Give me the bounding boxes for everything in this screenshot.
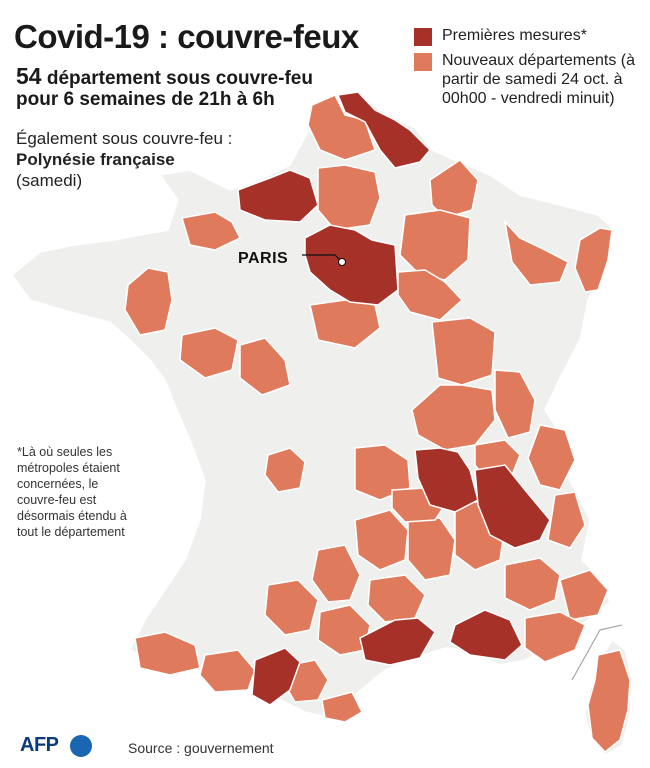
dept-alpes-maritimes: [524, 611, 586, 663]
dept-cantal: [407, 517, 456, 581]
dept-isere: [474, 464, 551, 549]
legend: Premières mesures* Nouveaux départements…: [414, 26, 644, 114]
legend-swatch-new: [414, 53, 432, 71]
dept-east-1: [399, 209, 471, 281]
dept-aube: [397, 269, 464, 321]
dept-somme: [317, 164, 381, 231]
dept-lot: [264, 579, 319, 636]
dept-indre-loire: [239, 337, 291, 396]
dept-isere-south: [504, 557, 561, 611]
legend-item-first: Premières mesures*: [414, 26, 644, 46]
dept-nord-west: [307, 94, 376, 161]
also-place: Polynésie française: [16, 150, 175, 169]
footnote: *Là où seules les métropoles étaient con…: [17, 445, 127, 539]
new-departments: [124, 94, 631, 754]
paris-dot: [338, 258, 346, 266]
paris-label: PARIS: [238, 250, 289, 267]
dept-marne: [429, 159, 479, 219]
subtitle: 54 département sous couvre-feu pour 6 se…: [16, 63, 346, 111]
dept-meurthe: [503, 219, 569, 286]
dept-saone: [411, 384, 496, 451]
subtitle-line2: pour 6 semaines de 21h à 6h: [16, 89, 275, 110]
dept-landes: [134, 631, 201, 676]
dept-savoie: [527, 424, 576, 491]
dept-doubs: [494, 369, 536, 439]
dept-haute-vienne: [264, 447, 306, 493]
afp-logo-dot: [70, 735, 92, 757]
first-measure-departments: [237, 91, 551, 706]
also-curfew-note: Également sous couvre-feu : Polynésie fr…: [16, 128, 296, 191]
dept-corse: [587, 649, 631, 754]
dept-haute-savoie: [547, 491, 586, 549]
dept-loiret: [309, 299, 381, 349]
also-when: (samedi): [16, 171, 83, 190]
legend-label-first: Premières mesures*: [442, 27, 587, 44]
dept-calvados: [181, 211, 242, 251]
legend-swatch-first: [414, 28, 432, 46]
dept-haute-garonne: [251, 647, 301, 706]
dept-bas-rhin: [574, 227, 613, 293]
dept-correze: [354, 509, 409, 571]
corsica-inset-line: [571, 624, 623, 681]
subtitle-number: 54: [16, 63, 42, 89]
dept-herault: [359, 617, 436, 666]
legend-label-new: Nouveaux départements (à partir de samed…: [442, 52, 635, 107]
afp-logo: AFP: [20, 734, 59, 756]
dept-ile-de-france: [304, 224, 399, 306]
dept-maine: [179, 327, 239, 379]
map-title: Covid-19 : couvre-feux: [14, 18, 359, 55]
dept-bouches-du-rhone: [449, 609, 523, 661]
source: Source : gouvernement: [128, 740, 274, 756]
legend-item-new: Nouveaux départements (à partir de samed…: [414, 51, 644, 108]
dept-pyrenees-orientales: [321, 691, 363, 723]
dept-hautes-alpes: [559, 569, 609, 621]
dept-puy: [354, 444, 411, 501]
also-line1: Également sous couvre-feu :: [16, 129, 233, 148]
dept-gers: [199, 649, 256, 693]
dept-nord: [336, 91, 432, 169]
dept-seine-maritime: [237, 169, 319, 223]
subtitle-line1: département sous couvre-feu: [41, 68, 313, 89]
dept-cote-or: [431, 317, 496, 386]
dept-ille: [124, 267, 173, 336]
dept-dordogne: [311, 544, 361, 603]
